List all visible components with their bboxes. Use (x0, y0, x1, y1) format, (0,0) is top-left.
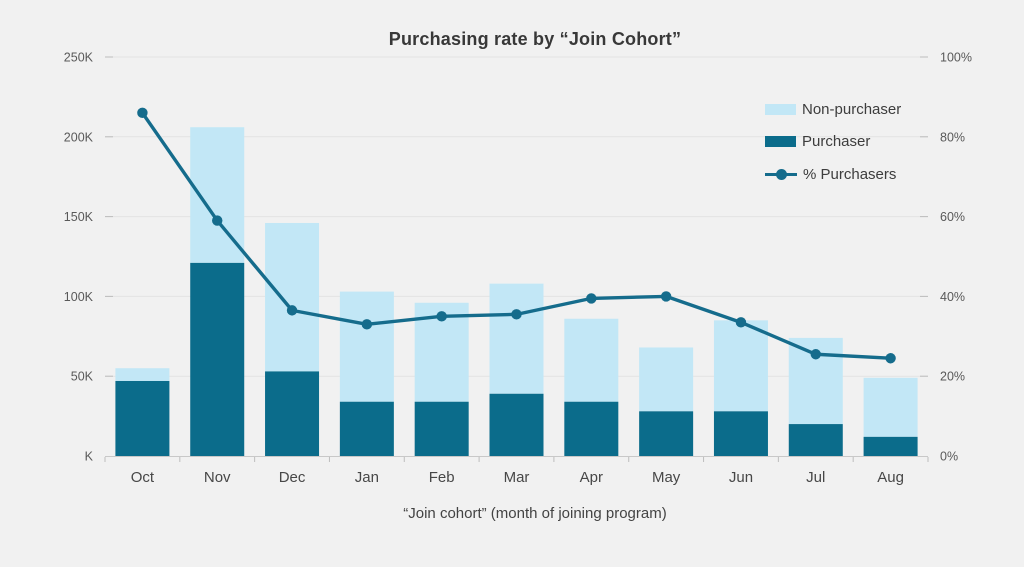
bar-feb (414, 302, 469, 456)
bar-apr (564, 318, 619, 456)
chart-title: Purchasing rate by “Join Cohort” (388, 29, 682, 49)
purchaser-segment (339, 401, 394, 456)
bar-aug (863, 377, 918, 456)
x-axis-category-label: Feb (429, 469, 455, 486)
line-marker-swatch-icon (765, 168, 797, 180)
x-axis-category-label: Jul (806, 469, 825, 486)
x-axis-category-label: Aug (877, 469, 904, 486)
legend: Non-purchaser Purchaser % Purchasers (765, 93, 901, 191)
x-axis-category-label: Apr (580, 469, 603, 486)
x-axis-category-label: Oct (131, 469, 155, 486)
bar-oct (115, 368, 170, 456)
purchaser-segment (489, 393, 544, 456)
right-axis-tick-label: 40% (940, 290, 965, 304)
pct-purchasers-marker-dec (286, 305, 298, 316)
left-axis-tick-label: 150K (64, 210, 94, 224)
purchaser-segment (265, 371, 320, 456)
pct-purchasers-marker-may (660, 291, 672, 302)
line-swatch-dot (775, 168, 787, 180)
bar-mar (489, 283, 544, 456)
right-axis-tick-label: 20% (940, 370, 965, 384)
x-axis-category-label: Jun (729, 469, 753, 486)
purchaser-segment (639, 411, 694, 456)
purchaser-segment (564, 401, 619, 456)
pct-purchasers-marker-jan (361, 319, 373, 330)
x-axis-category-label: May (652, 469, 681, 486)
x-axis-category-label: Jan (355, 469, 379, 486)
legend-item-purchaser: Purchaser (765, 126, 901, 159)
purchaser-segment (713, 411, 768, 456)
pct-purchasers-marker-oct (137, 107, 148, 119)
legend-item-pct-purchasers: % Purchasers (765, 158, 901, 191)
bar-jan (339, 291, 394, 456)
purchaser-segment (115, 380, 170, 456)
non-purchaser-segment (115, 368, 170, 381)
pct-purchasers-marker-apr (586, 293, 597, 304)
x-axis-category-label: Dec (279, 469, 306, 486)
legend-label-pct-purchasers: % Purchasers (803, 165, 897, 183)
bar-nov (190, 127, 245, 456)
left-axis-tick-label: 200K (64, 130, 94, 144)
right-axis-tick-label: 60% (940, 210, 965, 224)
right-axis-tick-label: 80% (940, 130, 965, 144)
pct-purchasers-marker-jul (810, 349, 821, 360)
purchaser-segment (863, 436, 918, 456)
non-purchaser-segment (489, 283, 544, 394)
x-axis-title: “Join cohort” (month of joining program) (403, 505, 667, 522)
purchaser-segment (190, 262, 245, 456)
right-axis-tick-label: 100% (940, 51, 972, 65)
pct-purchasers-marker-nov (212, 215, 223, 226)
legend-label-non-purchaser: Non-purchaser (802, 100, 902, 118)
x-axis-category-label: Mar (504, 469, 530, 486)
purchaser-segment (414, 401, 469, 456)
non-purchaser-segment (713, 320, 768, 412)
pct-purchasers-marker-mar (511, 309, 522, 320)
non-purchaser-segment (339, 291, 394, 402)
non-purchaser-segment (265, 222, 320, 372)
purchaser-segment (788, 424, 843, 456)
pct-purchasers-marker-feb (436, 311, 447, 322)
non-purchaser-segment (863, 377, 918, 437)
non-purchaser-segment (564, 318, 619, 402)
x-axis-category-label: Nov (204, 469, 231, 486)
bar-may (639, 347, 694, 456)
pct-purchasers-marker-jun (735, 317, 747, 328)
bar-dec (265, 222, 320, 456)
left-axis-tick-label: 250K (64, 51, 94, 65)
left-axis-tick-label: K (85, 450, 94, 464)
left-axis-tick-label: 100K (64, 290, 94, 304)
non-purchaser-segment (639, 347, 694, 412)
legend-label-purchaser: Purchaser (802, 133, 871, 151)
bar-jun (713, 320, 768, 456)
pct-purchasers-marker-aug (885, 353, 896, 364)
non-purchaser-swatch-icon (765, 103, 796, 115)
left-axis-tick-label: 50K (71, 370, 94, 384)
purchaser-swatch-icon (765, 136, 796, 148)
legend-item-non-purchaser: Non-purchaser (765, 93, 901, 126)
right-axis-tick-label: 0% (940, 450, 958, 464)
bar-jul (788, 337, 843, 456)
